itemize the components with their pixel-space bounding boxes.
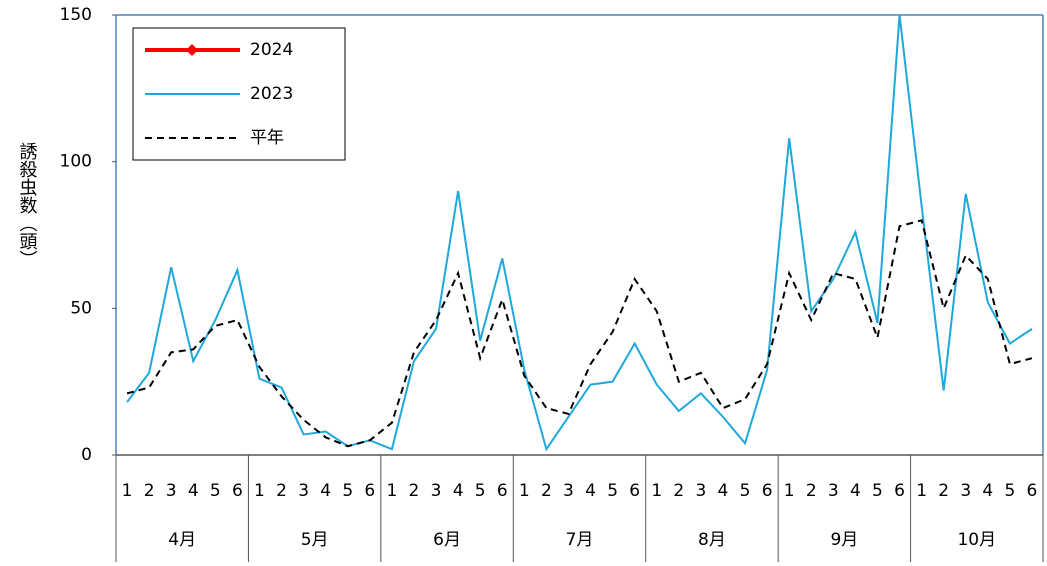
x-tick-label: 1 [519,481,530,501]
y-axis-label: 誘殺虫数（頭） [17,142,38,268]
x-group-label: 6月 [433,530,461,550]
x-tick-label: 3 [695,481,706,501]
x-tick-label: 5 [607,481,618,501]
x-tick-label: 5 [210,481,221,501]
x-tick-label: 4 [718,481,729,501]
x-tick-label: 5 [342,481,353,501]
x-tick-label: 5 [872,481,883,501]
x-tick-label: 1 [916,481,927,501]
x-tick-label: 4 [320,481,331,501]
x-tick-label: 5 [475,481,486,501]
x-tick-label: 2 [144,481,155,501]
x-tick-label: 2 [673,481,684,501]
x-tick-label: 3 [563,481,574,501]
series-line [126,14,1033,452]
legend-label: 2023 [250,84,293,104]
legend-marker [186,44,198,56]
x-tick-label: 5 [740,481,751,501]
x-tick-label: 6 [762,481,773,501]
x-tick-label: 4 [585,481,596,501]
x-tick-label: 2 [409,481,420,501]
x-tick-label: 2 [938,481,949,501]
legend-label: 平年 [250,128,284,148]
x-tick-label: 3 [298,481,309,501]
y-tick-label: 50 [70,298,92,318]
x-tick-label: 1 [254,481,265,501]
series-line [126,219,1033,448]
x-tick-label: 6 [364,481,375,501]
x-tick-label: 2 [276,481,287,501]
x-tick-label: 6 [894,481,905,501]
x-tick-label: 6 [497,481,508,501]
x-group-label: 4月 [168,530,196,550]
x-tick-label: 1 [386,481,397,501]
x-tick-label: 3 [431,481,442,501]
x-tick-label: 4 [453,481,464,501]
x-tick-label: 4 [188,481,199,501]
x-group-label: 5月 [301,530,329,550]
x-tick-label: 2 [806,481,817,501]
y-tick-label: 100 [60,152,92,172]
x-group-label: 8月 [698,530,726,550]
legend-label: 2024 [250,40,293,60]
x-group-label: 9月 [830,530,858,550]
x-tick-label: 6 [232,481,243,501]
x-tick-label: 4 [850,481,861,501]
x-tick-label: 4 [982,481,993,501]
x-group-label: 7月 [566,530,594,550]
x-tick-label: 1 [122,481,133,501]
x-tick-label: 6 [1027,481,1038,501]
x-tick-label: 1 [784,481,795,501]
y-tick-label: 150 [60,5,92,25]
x-tick-label: 3 [166,481,177,501]
x-tick-label: 3 [828,481,839,501]
x-tick-label: 1 [651,481,662,501]
x-tick-label: 3 [960,481,971,501]
x-group-label: 10月 [957,530,996,550]
x-tick-label: 6 [629,481,640,501]
y-tick-label: 0 [81,445,92,465]
x-tick-label: 2 [541,481,552,501]
x-tick-label: 5 [1004,481,1015,501]
